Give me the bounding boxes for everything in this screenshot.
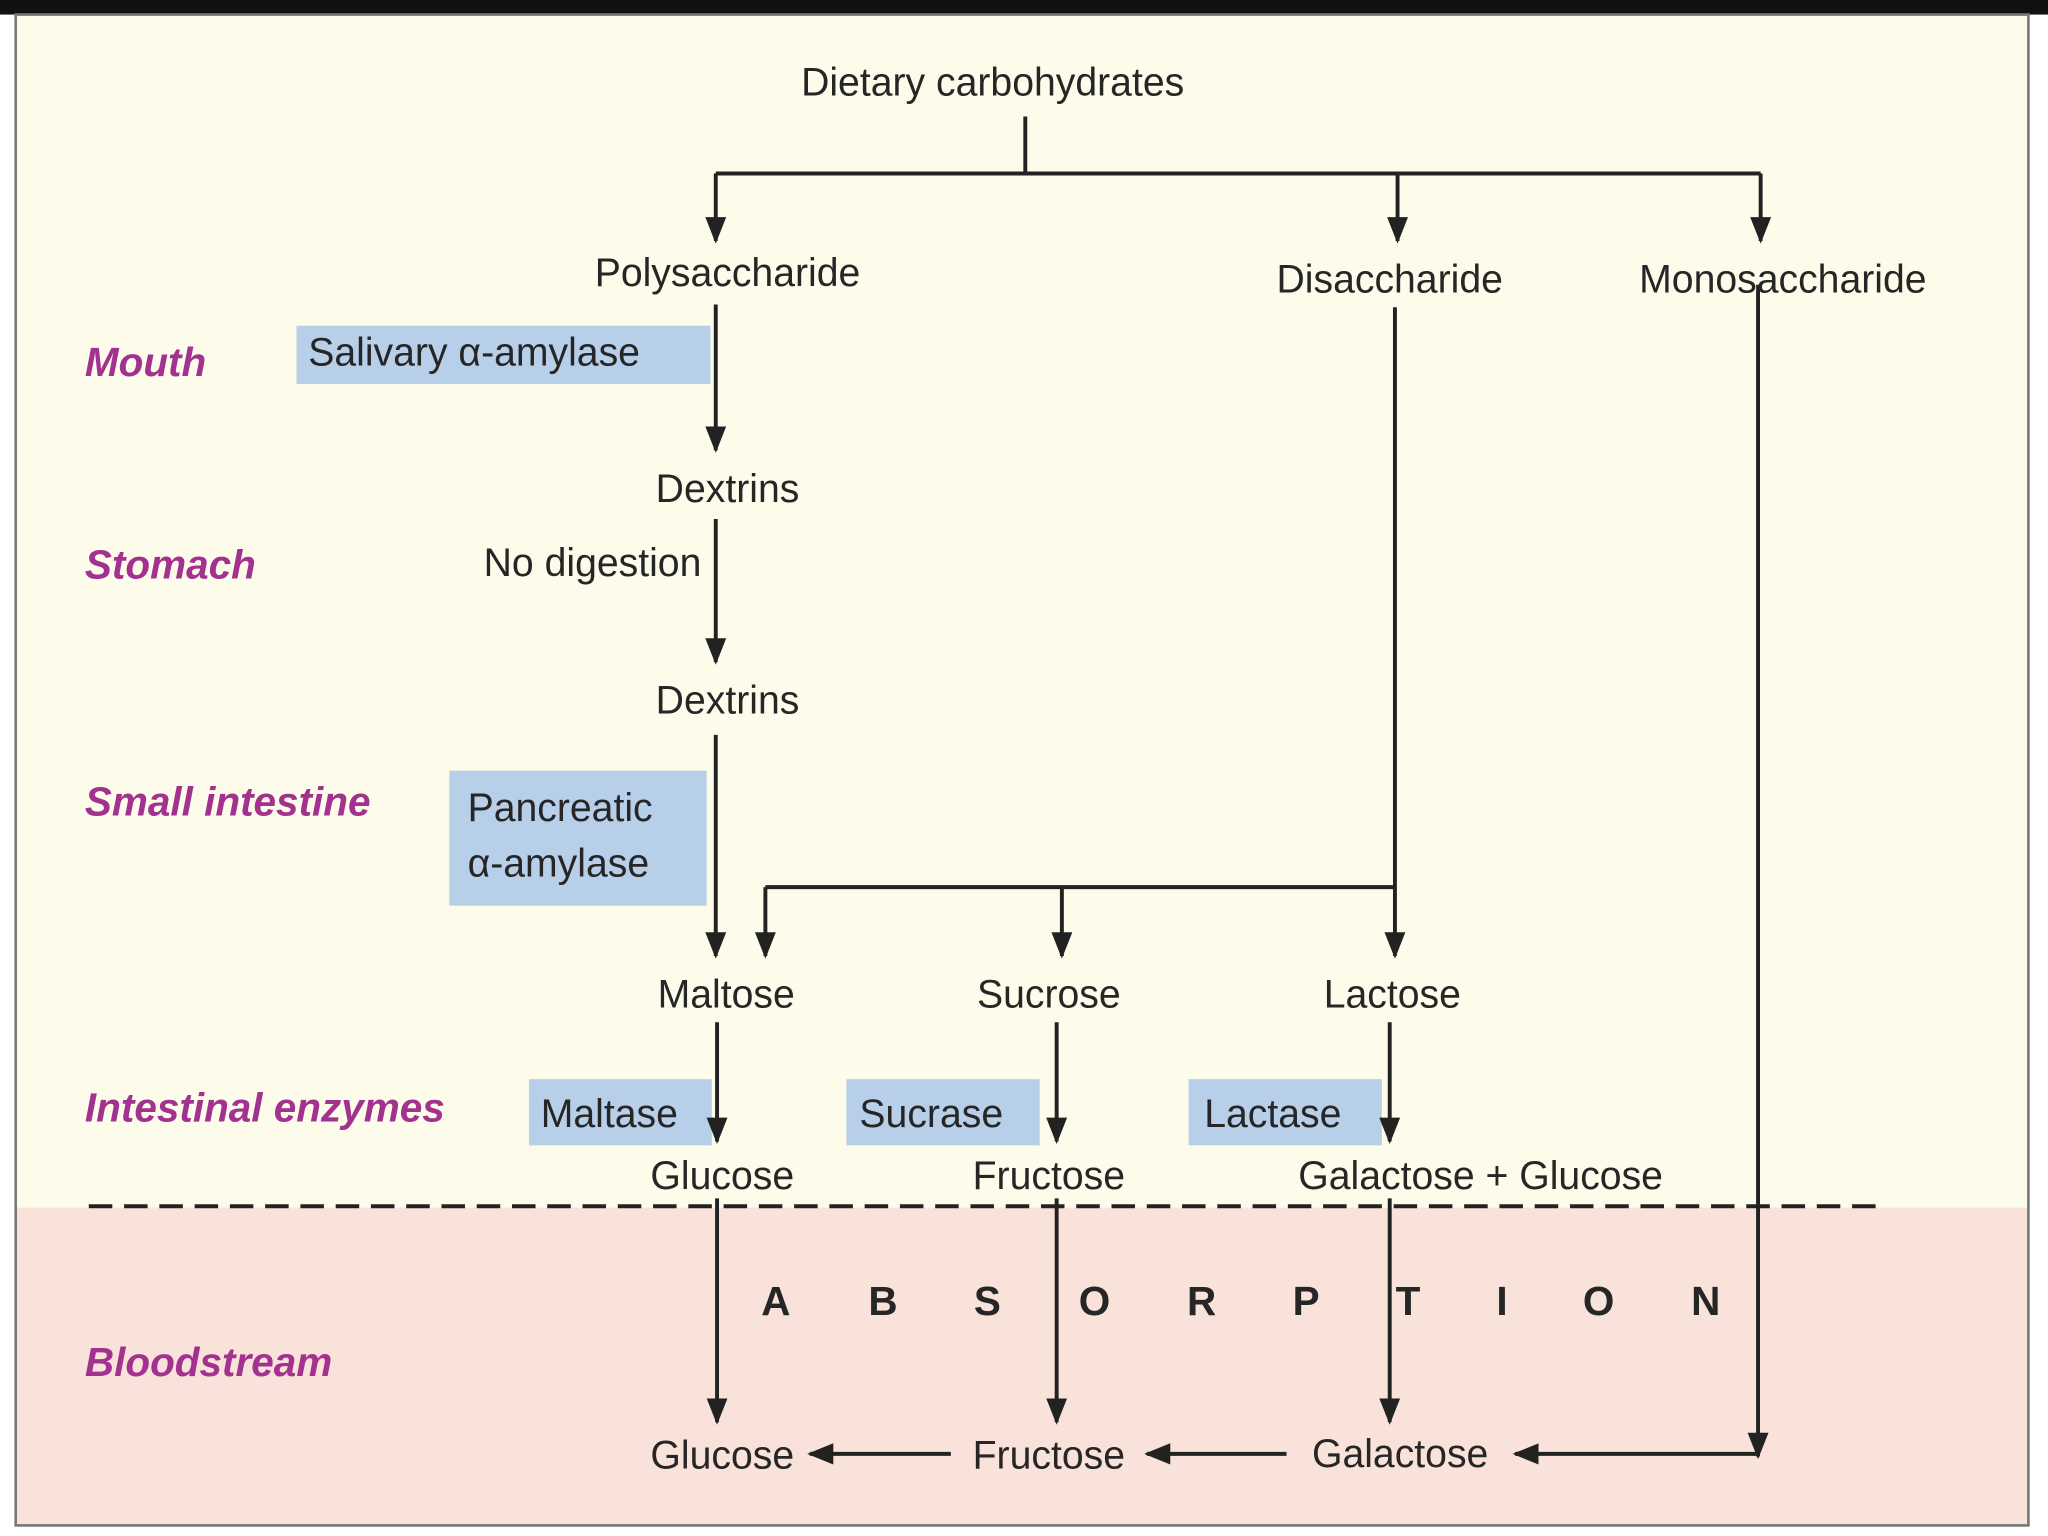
digestion-region — [15, 14, 2029, 1208]
bloodstream-region — [15, 1207, 2029, 1526]
enzyme-pancreatic-line2: α-amylase — [468, 841, 650, 885]
node-polysaccharide: Polysaccharide — [595, 251, 861, 295]
node-blood-glucose: Glucose — [650, 1433, 794, 1477]
absorption-letter: T — [1396, 1278, 1421, 1324]
absorption-letter: N — [1691, 1278, 1720, 1324]
site-bloodstream: Bloodstream — [85, 1339, 332, 1385]
node-maltose: Maltose — [658, 972, 795, 1016]
node-sucrose: Sucrose — [977, 972, 1121, 1016]
node-disaccharide: Disaccharide — [1277, 257, 1503, 301]
enzyme-sucrase: Sucrase — [859, 1092, 1003, 1136]
absorption-letter: A — [761, 1278, 790, 1324]
node-galactose-glucose: Galactose + Glucose — [1298, 1154, 1663, 1198]
site-intestinal-enzymes: Intestinal enzymes — [85, 1084, 445, 1130]
enzyme-salivary: Salivary α-amylase — [308, 330, 640, 374]
frame — [14, 13, 2030, 1527]
enzyme-box-lactase — [1188, 1079, 1382, 1146]
enzyme-box-sucrase — [846, 1079, 1040, 1146]
node-dextrins-2: Dextrins — [656, 678, 800, 722]
absorption-letter: I — [1496, 1278, 1507, 1324]
site-stomach: Stomach — [85, 541, 256, 587]
connectors — [705, 116, 1772, 1465]
root-node: Dietary carbohydrates — [801, 60, 1184, 104]
node-lactose: Lactose — [1324, 972, 1461, 1016]
absorption-letter: O — [1079, 1278, 1110, 1324]
enzyme-lactase: Lactase — [1204, 1092, 1341, 1136]
node-blood-fructose: Fructose — [973, 1433, 1125, 1477]
enzyme-maltase: Maltase — [541, 1092, 678, 1136]
top-bar — [0, 0, 2048, 15]
site-mouth: Mouth — [85, 339, 206, 385]
node-monosaccharide: Monosaccharide — [1639, 257, 1926, 301]
node-fructose: Fructose — [973, 1154, 1125, 1198]
node-no-digestion: No digestion — [484, 541, 702, 585]
absorption-letter: O — [1583, 1278, 1614, 1324]
absorption-letter: B — [868, 1278, 897, 1324]
enzyme-box-pancreatic — [449, 770, 707, 906]
absorption-label: A B S O R P T I O N — [761, 1278, 1720, 1324]
enzyme-box-maltase — [528, 1079, 712, 1146]
site-small-intestine: Small intestine — [85, 778, 371, 824]
absorption-letter: R — [1187, 1278, 1216, 1324]
node-glucose: Glucose — [650, 1154, 794, 1198]
enzyme-box-salivary — [296, 325, 711, 384]
absorption-letter: P — [1293, 1278, 1320, 1324]
absorption-letter: S — [974, 1278, 1001, 1324]
node-dextrins-1: Dextrins — [656, 467, 800, 511]
node-blood-galactose: Galactose — [1312, 1432, 1488, 1476]
enzyme-pancreatic-line1: Pancreatic — [468, 786, 653, 830]
